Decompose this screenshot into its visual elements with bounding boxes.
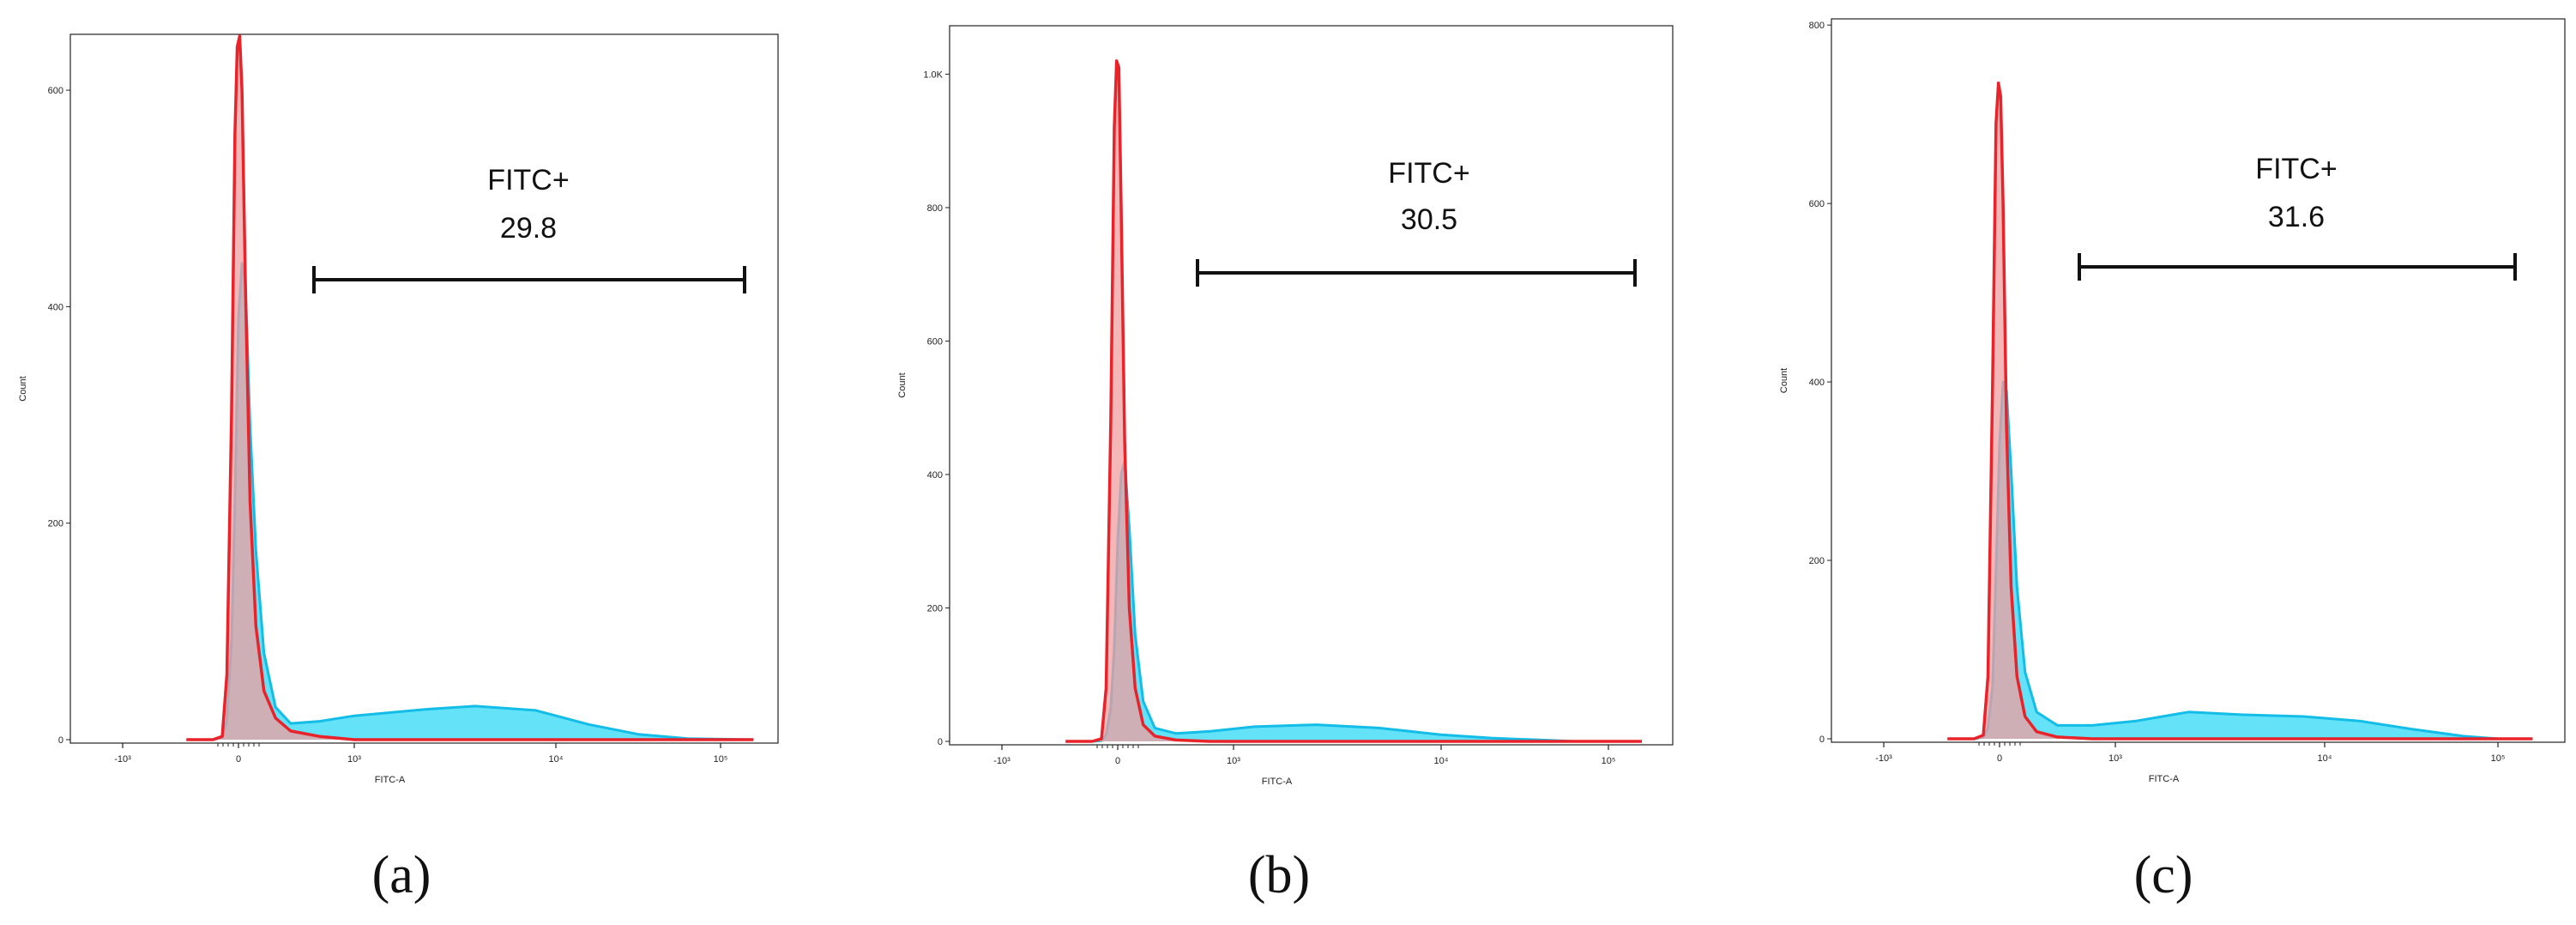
control-histogram-line: [186, 34, 754, 741]
x-tick-label: 10³: [1227, 756, 1240, 766]
panel-label: (c): [2134, 846, 2193, 904]
sample-histogram-line: [1065, 459, 1642, 743]
sample-histogram-line: [186, 262, 754, 741]
x-tick-label: -10³: [114, 754, 131, 765]
x-tick-label: 0: [1997, 753, 2002, 764]
x-tick-label: 10⁵: [1602, 756, 1616, 766]
gate-percentage: 31.6: [2268, 201, 2325, 233]
y-axis-label: Count: [897, 372, 908, 397]
y-tick-label: 0: [1819, 735, 1825, 745]
control-histogram-line: [1947, 82, 2533, 741]
plot-frame: [69, 33, 779, 744]
x-tick-label: 10⁵: [2491, 753, 2506, 764]
y-tick-label: 600: [927, 336, 943, 347]
x-axis-label: FITC-A: [2149, 774, 2180, 784]
x-tick-label: 10⁴: [549, 754, 564, 765]
gate-name: FITC+: [2255, 153, 2337, 185]
panel-label: (b): [1248, 846, 1310, 904]
x-tick-label: 0: [236, 754, 241, 765]
y-tick-label: 800: [927, 203, 943, 214]
panel-c: 0 200 400 600 800 Count -10³ 0 10³ 10⁴ 10⁵ FITC-A FI…: [1779, 18, 2566, 904]
x-axis-label: FITC-A: [375, 775, 406, 785]
panel-label: (a): [372, 846, 431, 904]
plot-frame: [1831, 18, 2566, 743]
y-tick-label: 600: [1809, 199, 1825, 209]
y-tick-label: 400: [48, 302, 63, 312]
x-tick-label: 10³: [2108, 753, 2122, 764]
x-tick-label: 10⁴: [2318, 753, 2332, 764]
control-histogram-area: [186, 36, 754, 740]
x-axis-label: FITC-A: [1262, 777, 1293, 787]
y-tick-label: 800: [1809, 21, 1825, 31]
y-tick-label: 400: [927, 470, 943, 481]
y-axis-label: Count: [1779, 368, 1789, 393]
sample-histogram-line: [1947, 380, 2533, 741]
panel-a: 0 200 400 600 Count -10³ 0 10³ 10⁴ 10⁵ FITC-A FITC+…: [18, 33, 779, 904]
y-tick-label: 1.0K: [923, 70, 943, 80]
y-tick-label: 0: [58, 735, 63, 746]
control-histogram-area: [1065, 60, 1642, 741]
y-tick-label: 200: [48, 519, 63, 529]
gate-name: FITC+: [487, 164, 569, 196]
x-tick-label: -10³: [993, 756, 1010, 766]
y-tick-label: 400: [1809, 378, 1825, 388]
gate-percentage: 30.5: [1401, 203, 1457, 236]
gate-name: FITC+: [1388, 157, 1469, 190]
sample-histogram-area: [1947, 382, 2533, 739]
x-tick-label: 10⁴: [1434, 756, 1449, 766]
y-tick-label: 200: [927, 603, 943, 614]
sample-histogram-area: [1065, 461, 1642, 741]
y-axis-label: Count: [18, 376, 28, 401]
y-tick-label: 0: [938, 737, 943, 747]
x-tick-label: 10⁵: [714, 754, 728, 765]
plot-frame: [949, 25, 1674, 746]
control-histogram-line: [1065, 59, 1642, 743]
x-tick-label: -10³: [1875, 753, 1892, 764]
x-tick-label: 0: [1115, 756, 1120, 766]
panel-b: 0 200 400 600 800 1.0K Count -10³ 0 10³ 10⁴ 10⁵ FITC…: [897, 25, 1674, 904]
control-histogram-area: [1947, 82, 2533, 740]
y-tick-label: 200: [1809, 556, 1825, 566]
y-tick-label: 600: [48, 86, 63, 96]
sample-histogram-area: [186, 263, 754, 740]
x-tick-label: 10³: [347, 754, 361, 765]
gate-percentage: 29.8: [500, 212, 557, 245]
